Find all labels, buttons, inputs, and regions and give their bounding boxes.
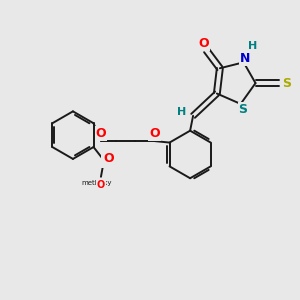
Text: O: O [199, 38, 209, 50]
Text: O: O [97, 180, 105, 190]
Text: O: O [149, 127, 160, 140]
Text: O: O [96, 127, 106, 140]
Text: N: N [240, 52, 250, 65]
Text: methoxy: methoxy [81, 180, 112, 186]
Text: O: O [102, 154, 113, 167]
Text: H: H [177, 107, 186, 117]
Text: H: H [248, 41, 257, 51]
Text: S: S [238, 103, 247, 116]
Text: O: O [103, 152, 114, 165]
Text: S: S [282, 76, 291, 90]
